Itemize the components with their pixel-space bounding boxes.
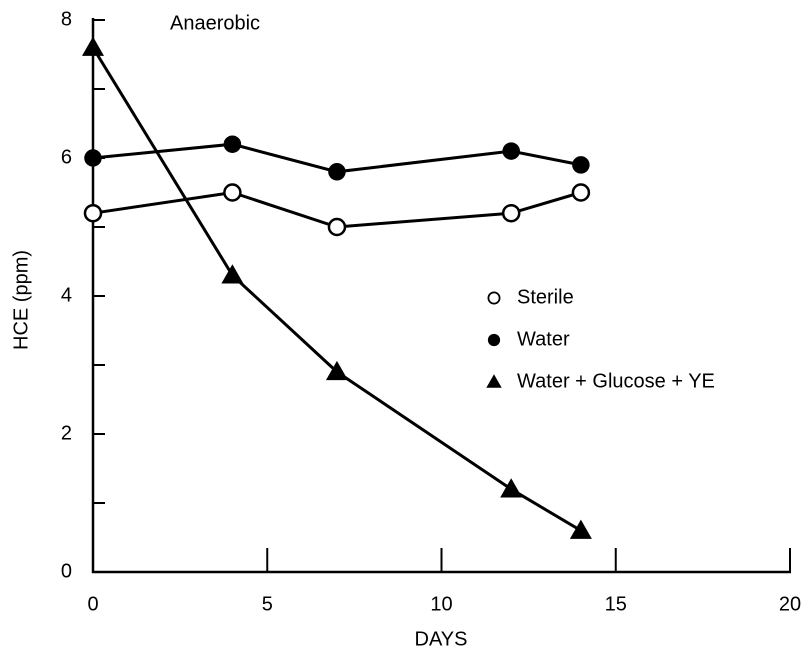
y-tick-label: 8 — [61, 8, 72, 30]
data-point — [500, 478, 523, 498]
y-tick-label: 0 — [61, 560, 72, 582]
data-point — [82, 36, 104, 56]
data-point — [84, 149, 102, 167]
data-point — [325, 360, 348, 381]
legend-marker — [487, 333, 501, 347]
data-point — [572, 156, 590, 174]
data-point — [83, 203, 103, 223]
data-point — [221, 264, 244, 284]
data-point — [328, 163, 346, 181]
data-point — [501, 203, 521, 223]
x-tick-label: 5 — [262, 593, 273, 615]
legend-marker — [486, 374, 502, 388]
data-point — [502, 142, 520, 160]
legend-marker — [487, 291, 501, 305]
y-tick-label: 4 — [61, 284, 72, 306]
data-point — [223, 183, 242, 202]
x-tick-label: 10 — [430, 593, 452, 615]
x-tick-label: 15 — [605, 593, 627, 615]
legend-label: Water — [517, 328, 570, 350]
y-tick-label: 2 — [61, 422, 72, 444]
data-point — [327, 217, 347, 237]
data-point — [571, 183, 591, 202]
y-tick-label: 6 — [61, 146, 72, 168]
x-tick-label: 20 — [779, 593, 801, 615]
data-point — [569, 519, 592, 539]
x-axis-label: DAYS — [415, 628, 468, 650]
data-point — [223, 135, 242, 153]
legend-label: Sterile — [517, 286, 574, 308]
legend-label: Water + Glucose + YE — [517, 370, 715, 392]
y-axis-label: HCE (ppm) — [10, 250, 32, 350]
annotation: Anaerobic — [170, 12, 260, 34]
x-tick-label: 0 — [87, 593, 98, 615]
series-line — [91, 46, 582, 532]
